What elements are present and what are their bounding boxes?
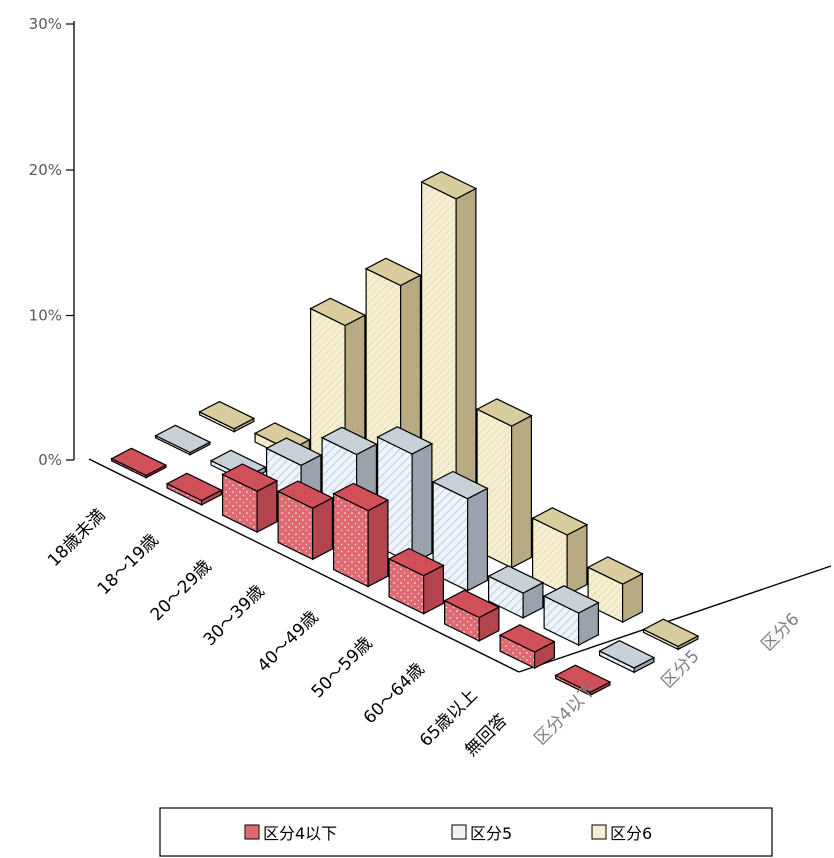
bar-top-face [642, 618, 700, 648]
bar-top-face [542, 585, 600, 614]
bar-top-face [154, 424, 212, 454]
bar-top-face [487, 565, 545, 594]
x-axis-line [88, 458, 520, 673]
legend-label: 区分5 [470, 824, 512, 843]
bar-区分6-無回答 [642, 618, 700, 651]
bar-top-face [598, 640, 656, 669]
legend-label: 区分6 [610, 824, 652, 843]
legend-label: 区分4以下 [263, 824, 337, 843]
bar-区分4以下-20～29歳 [221, 463, 279, 534]
bar-side-face [467, 487, 488, 592]
bar-top-face [110, 447, 168, 477]
bar-top-face [221, 463, 279, 492]
legend: 区分4以下 区分5 区分6 [159, 807, 773, 857]
bar-side-face [367, 499, 389, 588]
bar-top-face [498, 624, 556, 653]
bar-side-face [411, 442, 433, 565]
bar-区分5-50～59歳 [431, 470, 489, 592]
y-tick-label: 0% [38, 451, 62, 469]
bar-区分6-18歳未満 [198, 400, 256, 433]
x-tick-label: 30～39歳 [200, 581, 269, 650]
bar-区分5-60～64歳 [487, 565, 545, 619]
depth-axis-line [518, 565, 832, 673]
axes: 0% 10% 20% 30% [29, 15, 832, 673]
bar-top-face [265, 437, 323, 466]
bar-top-face [165, 472, 223, 502]
legend-swatch [451, 824, 467, 840]
y-tick-label: 20% [29, 161, 62, 179]
bar-top-face [309, 297, 367, 327]
bars [110, 171, 700, 697]
bar-区分5-無回答 [598, 640, 656, 674]
bar-区分4以下-40～49歳 [332, 482, 390, 588]
legend-swatch [591, 824, 607, 840]
bar-top-face [387, 547, 445, 577]
bar-top-face [431, 470, 489, 500]
bar-top-face [364, 257, 422, 287]
bar-top-face [475, 398, 533, 427]
bar-top-face [198, 400, 256, 430]
y-tick-label: 10% [29, 307, 62, 325]
x-tick-label: 60～64歳 [360, 659, 429, 728]
y-tick-label: 30% [29, 15, 62, 33]
bar-区分4以下-30～39歳 [276, 480, 334, 561]
x-tick-label: 18歳未満 [44, 505, 110, 571]
series-axis-label: 区分6 [758, 609, 804, 655]
bar-top-face [586, 556, 644, 585]
bar-区分6-50～59歳 [475, 398, 533, 569]
bar-top-face [443, 589, 501, 619]
bar-top-face [376, 426, 434, 455]
legend-swatch [244, 824, 260, 840]
bar-top-face [420, 171, 478, 200]
bar-top-face [554, 664, 612, 694]
bar-side-face [566, 523, 588, 596]
bar-top-face [531, 507, 589, 536]
bar-side-face [511, 414, 533, 569]
x-tick-label: 無回答 [461, 710, 511, 760]
bar-区分5-18歳未満 [154, 424, 212, 456]
bar-区分5-65歳以上 [542, 585, 600, 647]
bar-区分4以下-無回答 [554, 664, 612, 697]
x-tick-label: 40～49歳 [254, 607, 323, 676]
x-tick-label: 18～19歳 [94, 530, 163, 599]
x-tick-label: 20～29歳 [147, 556, 216, 625]
bar-top-face [320, 426, 378, 456]
bar-top-face [276, 480, 334, 509]
series-axis-label: 区分4以下 [531, 679, 601, 749]
bar-top-face [332, 482, 390, 512]
series-axis-label: 区分5 [658, 646, 704, 692]
bar-区分6-60～64歳 [531, 507, 589, 596]
bar-区分4以下-60～64歳 [443, 589, 501, 642]
x-tick-label: 50～59歳 [308, 633, 377, 702]
bar-区分4以下-18～19歳 [165, 472, 223, 506]
bar-区分4以下-18歳未満 [110, 447, 168, 479]
bar-区分4以下-65歳以上 [498, 624, 556, 670]
bar-区分4以下-50～59歳 [387, 547, 445, 615]
